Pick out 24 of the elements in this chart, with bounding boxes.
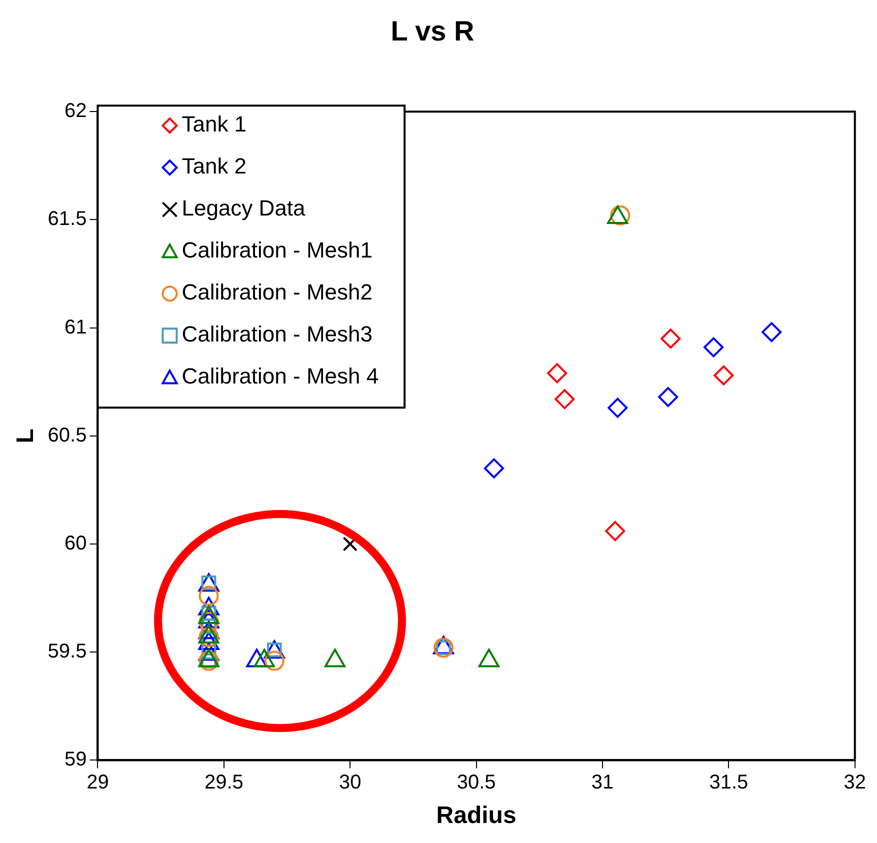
y-tick-label: 61 [64, 316, 87, 338]
chart-title: L vs R [390, 16, 474, 47]
legend-label: Tank 1 [182, 112, 247, 137]
y-tick-label: 62 [64, 100, 87, 122]
legend-label: Legacy Data [182, 196, 306, 221]
x-tick-label: 31.5 [709, 772, 748, 794]
legend-label: Tank 2 [182, 154, 247, 179]
x-tick-label: 29 [86, 772, 109, 794]
y-tick-label: 60.5 [48, 424, 87, 446]
y-axis-title: L [12, 428, 40, 444]
y-tick-label: 59.5 [48, 640, 87, 663]
x-axis-title: Radius [436, 802, 516, 830]
x-tick-label: 30.5 [456, 772, 496, 794]
x-tick-label: 29.5 [204, 772, 244, 794]
y-tick-label: 59 [64, 748, 87, 771]
legend-label: Calibration - Mesh 4 [182, 364, 379, 389]
y-tick-label: 60 [64, 532, 87, 555]
x-tick-label: 31 [591, 772, 614, 794]
legend-label: Calibration - Mesh3 [182, 322, 372, 347]
x-tick-label: 32 [844, 772, 866, 794]
x-tick-label: 30 [338, 772, 362, 794]
legend-label: Calibration - Mesh1 [182, 238, 372, 263]
legend-label: Calibration - Mesh2 [182, 280, 372, 305]
y-tick-label: 61.5 [48, 208, 87, 230]
